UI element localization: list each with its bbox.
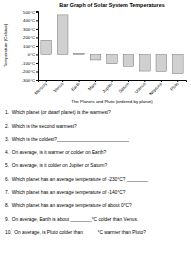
tick-label: Jupiter bbox=[101, 81, 114, 94]
x-axis-title: The Planets and Pluto (ordered by planet… bbox=[71, 99, 153, 104]
tick-mark bbox=[36, 80, 38, 81]
bar bbox=[123, 54, 134, 66]
tick: Jupiter bbox=[101, 80, 114, 94]
bar bbox=[90, 54, 101, 60]
tick-mark bbox=[36, 20, 38, 21]
tick-mark bbox=[36, 71, 38, 72]
tick: 100°C bbox=[23, 44, 38, 49]
tick-mark bbox=[36, 12, 38, 13]
tick-label: Pluto bbox=[169, 81, 180, 92]
plot: -300°C -200°C -100°C 0°C 100°C 200°C 300°C 400°… bbox=[22, 10, 187, 97]
tick-mark bbox=[36, 54, 38, 55]
annotation: 5. On average, is it colder on Jupiter o… bbox=[5, 163, 107, 168]
bar bbox=[74, 53, 85, 54]
annotations: 1. Which planet (or dwarf planet) is the… bbox=[5, 110, 148, 235]
tick: 0°C bbox=[28, 52, 38, 57]
tick-label: 500°C bbox=[23, 10, 35, 15]
tick: -300°C bbox=[22, 78, 38, 83]
tick-mark bbox=[36, 63, 38, 64]
tick-label: Venus bbox=[52, 81, 64, 93]
annotation: 10. On average, is Pluto colder than °C … bbox=[5, 230, 146, 235]
tick: 300°C bbox=[23, 27, 38, 32]
tick-label: Mars bbox=[87, 81, 97, 91]
annotation: 7. Which planet has an average temperatu… bbox=[5, 190, 126, 195]
tick-label: -300°C bbox=[22, 78, 35, 83]
tick-label: 400°C bbox=[23, 18, 35, 23]
bars bbox=[41, 15, 183, 74]
tick-label: 300°C bbox=[23, 27, 35, 32]
tick-mark bbox=[62, 80, 63, 82]
tick-mark bbox=[112, 80, 113, 82]
annotation: 1. Which planet (or dwarf planet) is the… bbox=[5, 110, 111, 115]
tick-label: Uranus bbox=[133, 81, 146, 94]
tick: 500°C bbox=[23, 10, 38, 15]
tick: -200°C bbox=[22, 69, 38, 74]
tick: Saturn bbox=[118, 80, 131, 94]
tick: Mercury bbox=[33, 80, 48, 96]
x-axis: Mercury Venus Earth Mars Jupiter SaturnUranus… bbox=[33, 80, 186, 96]
tick-mark bbox=[177, 80, 178, 82]
tick: Neptune bbox=[148, 80, 163, 96]
bar bbox=[156, 54, 167, 71]
bar bbox=[41, 40, 52, 54]
tick: -100°C bbox=[22, 61, 38, 66]
tick-label: 100°C bbox=[23, 44, 35, 49]
tick-label: 0°C bbox=[28, 52, 35, 57]
tick: Venus bbox=[52, 80, 64, 93]
annotation: 2. Which is the second warmest? bbox=[5, 124, 77, 129]
tick: 200°C bbox=[23, 35, 38, 40]
annotation: 6. Which planet has an average temperatu… bbox=[5, 177, 148, 182]
tick-mark bbox=[128, 80, 129, 82]
tick-label: Earth bbox=[70, 81, 81, 92]
tick-label: -200°C bbox=[22, 69, 35, 74]
tick: Mars bbox=[87, 80, 97, 92]
tick-mark bbox=[36, 29, 38, 30]
tick-mark bbox=[161, 80, 162, 82]
bar bbox=[107, 54, 118, 63]
annotation: 3. Which is the coldest?________________… bbox=[5, 137, 129, 142]
annotation: 4. On average, is it warmer or colder on… bbox=[5, 150, 106, 155]
tick-mark bbox=[36, 46, 38, 47]
bar bbox=[172, 54, 183, 73]
bar bbox=[140, 54, 151, 71]
tick: Uranus bbox=[133, 80, 146, 95]
title: Bar Graph of Solar System Temperatures bbox=[59, 2, 164, 8]
tick: Earth bbox=[70, 80, 81, 92]
tick: 400°C bbox=[23, 18, 38, 23]
tick-mark bbox=[46, 80, 47, 82]
y-axis: -300°C -200°C -100°C 0°C 100°C 200°C 300°C 400°… bbox=[22, 10, 39, 83]
y-axis-title: Temperature (Celsius) bbox=[3, 23, 8, 67]
tick: Pluto bbox=[169, 80, 180, 92]
tick-label: Neptune bbox=[148, 81, 163, 96]
tick-mark bbox=[144, 80, 145, 82]
annotation: 9. On average, Earth is about ________°C… bbox=[5, 217, 138, 222]
tick-label: 200°C bbox=[23, 35, 35, 40]
tick-mark bbox=[79, 80, 80, 82]
bar bbox=[57, 15, 68, 55]
tick-label: Saturn bbox=[118, 81, 131, 94]
tick-mark bbox=[36, 37, 38, 38]
chart: -300°C -200°C -100°C 0°C 100°C 200°C 300°C 400°… bbox=[0, 0, 191, 256]
tick-mark bbox=[95, 80, 96, 82]
annotation: 8. Which planet has an average temperatu… bbox=[5, 203, 132, 208]
tick-label: -100°C bbox=[22, 61, 35, 66]
axis-line bbox=[36, 12, 39, 81]
tick-label: Mercury bbox=[33, 81, 48, 96]
